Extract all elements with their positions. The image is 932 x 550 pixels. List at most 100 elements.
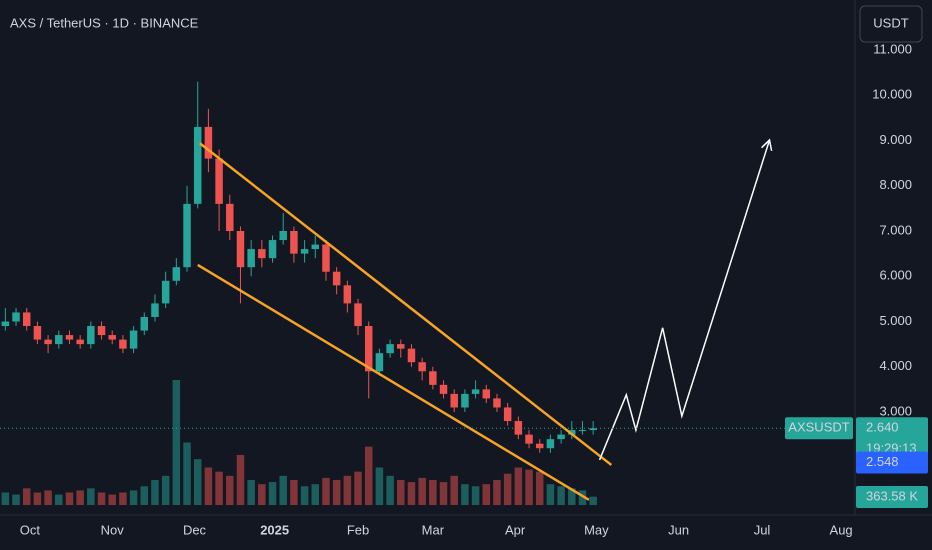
y-tick-label: 3.000 bbox=[879, 403, 912, 418]
volume-bar bbox=[568, 488, 576, 505]
candle-body bbox=[151, 303, 159, 317]
symbol-tag: AXSUSDT bbox=[788, 420, 849, 435]
candle-body bbox=[503, 407, 512, 422]
candle-body bbox=[311, 244, 320, 250]
volume-bar bbox=[161, 475, 170, 505]
candle-body bbox=[129, 330, 138, 349]
x-tick-label: May bbox=[584, 522, 609, 537]
symbol-tag-bg bbox=[785, 417, 853, 440]
candle-body bbox=[407, 348, 416, 363]
volume-bar bbox=[439, 482, 448, 505]
volume-bar bbox=[375, 467, 384, 505]
currency-button-label[interactable]: USDT bbox=[873, 15, 908, 30]
trendline bbox=[199, 142, 613, 466]
volume-bar bbox=[268, 482, 277, 505]
volume-bar bbox=[493, 480, 501, 505]
x-tick-label: Feb bbox=[347, 522, 369, 537]
candle-body bbox=[226, 203, 234, 231]
volume-bar bbox=[247, 480, 255, 505]
volume-bar bbox=[450, 475, 458, 505]
volume-bar bbox=[87, 488, 95, 505]
candle-body bbox=[557, 434, 565, 440]
candle-body bbox=[1, 321, 10, 327]
candle-body bbox=[268, 240, 277, 259]
candle-body bbox=[482, 389, 491, 399]
candle-body bbox=[215, 158, 223, 204]
y-tick-label: 8.000 bbox=[879, 177, 912, 192]
volume-bar bbox=[236, 455, 245, 505]
volume-bar bbox=[429, 480, 437, 505]
volume-bar bbox=[97, 492, 106, 505]
candle-body bbox=[589, 428, 597, 431]
volume-bar bbox=[557, 486, 565, 505]
candle-body bbox=[97, 326, 106, 336]
volume-bar bbox=[535, 471, 544, 505]
volume-bar bbox=[322, 477, 330, 505]
x-tick-label: Jul bbox=[754, 522, 771, 537]
candle-body bbox=[183, 203, 191, 268]
candle-body bbox=[535, 443, 544, 449]
volume-bar bbox=[226, 475, 234, 505]
volume-bar bbox=[183, 442, 191, 505]
x-tick-label: Jun bbox=[668, 522, 689, 537]
candle-body bbox=[204, 126, 213, 159]
volume-bar bbox=[397, 480, 405, 505]
candle-body bbox=[525, 434, 533, 444]
candle-body bbox=[461, 393, 469, 408]
candle-body bbox=[258, 249, 266, 259]
projection-path bbox=[598, 139, 771, 461]
candle-body bbox=[236, 231, 245, 268]
candle-body bbox=[546, 439, 555, 449]
candle-body bbox=[343, 285, 352, 304]
candle-body bbox=[55, 335, 63, 345]
currency-button[interactable] bbox=[859, 5, 923, 43]
x-tick-label: Aug bbox=[830, 522, 853, 537]
volume-bar bbox=[55, 494, 63, 505]
volume-bar bbox=[300, 486, 309, 505]
candle-body bbox=[119, 339, 127, 349]
candle-body bbox=[300, 249, 309, 254]
volume-bar bbox=[279, 475, 287, 505]
candle-body bbox=[375, 353, 384, 372]
candle-body bbox=[290, 231, 298, 254]
y-tick-label: 9.000 bbox=[879, 132, 912, 147]
candle-body bbox=[471, 389, 480, 394]
volume-bar bbox=[386, 475, 394, 505]
volume-bar bbox=[44, 490, 52, 505]
candle-body bbox=[247, 249, 255, 268]
x-tick-label: Nov bbox=[101, 522, 125, 537]
projection-arrowhead bbox=[761, 138, 773, 151]
volume-bar bbox=[578, 490, 587, 505]
volume-bar bbox=[1, 492, 10, 505]
y-tick-label: 6.000 bbox=[879, 268, 912, 283]
volume-bar bbox=[193, 459, 202, 505]
candle-body bbox=[514, 421, 523, 435]
candle-body bbox=[578, 430, 587, 432]
candle-body bbox=[108, 335, 116, 340]
volume-bar bbox=[33, 492, 42, 505]
y-tick-label: 7.000 bbox=[879, 222, 912, 237]
candle-body bbox=[22, 312, 31, 327]
volume-bar bbox=[364, 446, 373, 505]
volume-bar bbox=[215, 471, 223, 505]
volume-bar bbox=[514, 467, 523, 505]
candle-body bbox=[12, 312, 20, 322]
candle-body bbox=[279, 231, 287, 241]
volume-last-bg bbox=[856, 486, 928, 508]
trendline bbox=[197, 263, 590, 501]
volume-bar bbox=[354, 471, 362, 505]
candle-body bbox=[354, 303, 362, 327]
candle-body bbox=[397, 344, 405, 349]
volume-bar bbox=[589, 496, 597, 505]
volume-bar bbox=[119, 492, 127, 505]
volume-bar bbox=[140, 486, 149, 505]
x-tick-label: 2025 bbox=[260, 522, 289, 537]
candle-body bbox=[65, 335, 74, 340]
candle-body bbox=[364, 326, 373, 372]
volume-bar bbox=[407, 482, 416, 505]
volume-bar bbox=[461, 484, 469, 505]
volume-bar bbox=[332, 480, 341, 505]
candle-body bbox=[322, 244, 330, 272]
volume-bar bbox=[503, 473, 512, 505]
volume-bar bbox=[204, 467, 213, 505]
